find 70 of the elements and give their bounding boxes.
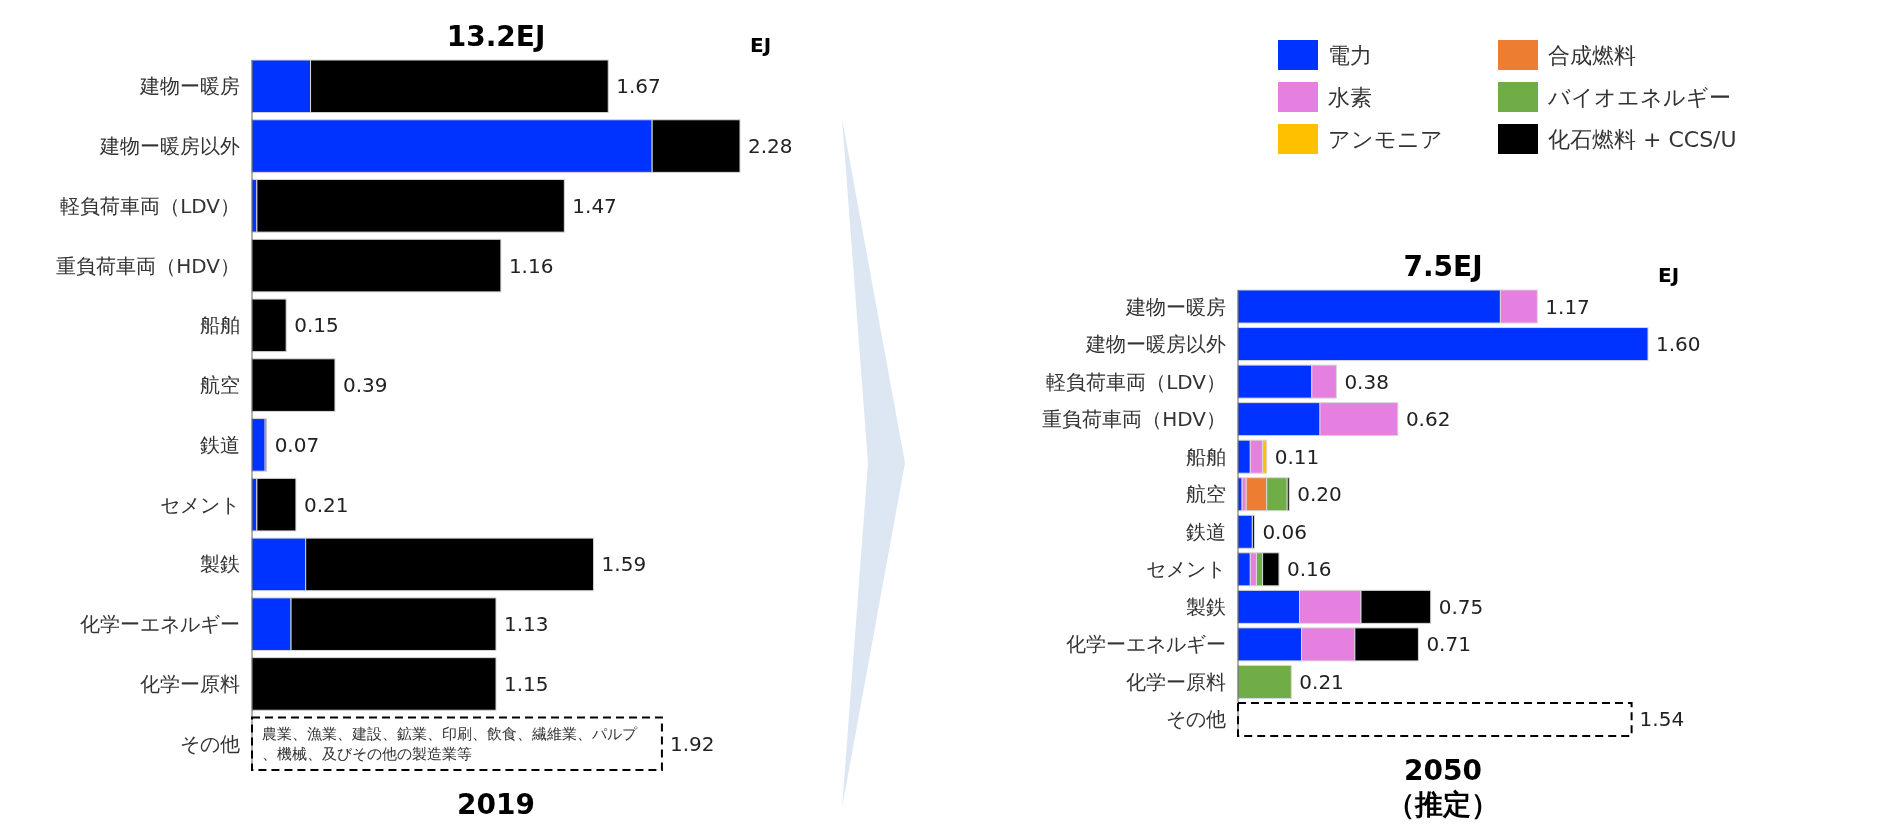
annotation: 0.06 bbox=[1262, 519, 1307, 544]
annotation: 0.75 bbox=[1438, 594, 1484, 619]
y-tick-label: 化学ー原料 bbox=[140, 671, 240, 696]
bar bbox=[251, 238, 502, 293]
legend-label: 水素 bbox=[1328, 85, 1372, 110]
annotation: 1.54 bbox=[1639, 707, 1685, 732]
annotation: 2.28 bbox=[748, 134, 793, 159]
y-tick-label: 船舶 bbox=[1186, 444, 1226, 469]
annotation: 0.21 bbox=[303, 492, 349, 517]
y-tick-label: 軽負荷車両（LDV） bbox=[1046, 369, 1226, 394]
y-tick-label: 鉄道 bbox=[1186, 519, 1226, 544]
annotation: 1.16 bbox=[508, 253, 554, 278]
annotation: 1.47 bbox=[572, 193, 617, 218]
text: EJ bbox=[1658, 263, 1680, 287]
annotation: 1.67 bbox=[616, 74, 661, 99]
annotation: 1.60 bbox=[1656, 332, 1701, 357]
annotation: 1.17 bbox=[1545, 294, 1590, 319]
y-tick-label: 化学ーエネルギー bbox=[1066, 632, 1226, 657]
annotation: 0.39 bbox=[342, 373, 388, 398]
text: EJ bbox=[750, 33, 772, 57]
bar bbox=[251, 298, 287, 353]
annotation: 0.71 bbox=[1426, 632, 1471, 657]
bar bbox=[251, 418, 266, 472]
y-tick-label: 建物ー暖房以外 bbox=[1085, 332, 1226, 357]
y-tick-label: 建物ー暖房 bbox=[139, 74, 240, 99]
y-tick-label: 鉄道 bbox=[200, 432, 240, 457]
bar bbox=[1237, 327, 1649, 362]
annotation: 0.38 bbox=[1344, 369, 1389, 394]
bar bbox=[1237, 701, 1633, 737]
y-tick-label: 重負荷車両（HDV） bbox=[1042, 407, 1226, 432]
y-tick-label: 製鉄 bbox=[200, 552, 240, 577]
y-tick-label: 航空 bbox=[1186, 482, 1226, 507]
y-tick-label: 重負荷車両（HDV） bbox=[56, 253, 240, 278]
legend-label: アンモニア bbox=[1328, 127, 1443, 152]
bar bbox=[251, 657, 497, 711]
y-tick-label: セメント bbox=[1146, 557, 1226, 582]
bar bbox=[1237, 514, 1253, 549]
y-tick-label: 建物ー暖房以外 bbox=[99, 134, 240, 159]
chart-title: 7.5EJ bbox=[1403, 250, 1483, 283]
annotation: 0.62 bbox=[1405, 407, 1451, 432]
annotation: 1.15 bbox=[504, 671, 549, 696]
y-tick-label: セメント bbox=[160, 492, 240, 517]
y-tick-label: 化学ーエネルギー bbox=[80, 612, 240, 637]
annotation: 農業、漁業、建設、鉱業、印刷、飲食、繊維業、パルプ、機械、及びその他の製造業等 bbox=[262, 724, 638, 763]
y-tick-label: 船舶 bbox=[200, 313, 240, 338]
bar bbox=[1237, 664, 1292, 699]
legend-label: 合成燃料 bbox=[1548, 43, 1636, 68]
x-axis-title: 2019 bbox=[457, 788, 535, 821]
annotation: 0.20 bbox=[1297, 482, 1342, 507]
y-tick-label: 製鉄 bbox=[1186, 594, 1226, 619]
y-tick-label: 航空 bbox=[200, 373, 240, 398]
annotation: 0.16 bbox=[1287, 557, 1332, 582]
legend-label: バイオエネルギー bbox=[1547, 85, 1731, 110]
y-tick-label: 建物ー暖房 bbox=[1125, 294, 1226, 319]
legend-label: 電力 bbox=[1328, 43, 1372, 68]
annotation: 1.59 bbox=[601, 552, 647, 577]
annotation: 0.11 bbox=[1274, 444, 1320, 469]
annotation: 0.15 bbox=[294, 313, 339, 338]
annotation: 1.92 bbox=[669, 731, 715, 756]
annotation: 0.21 bbox=[1299, 669, 1344, 694]
y-tick-label: 軽負荷車両（LDV） bbox=[60, 193, 240, 218]
y-tick-label: 化学ー原料 bbox=[1126, 669, 1226, 694]
annotation: 1.13 bbox=[504, 612, 549, 637]
legend-label: 化石燃料 + CCS/U bbox=[1548, 127, 1737, 152]
y-tick-label: その他 bbox=[1166, 707, 1226, 732]
x-axis-title: 2050 （推定） bbox=[1387, 754, 1499, 821]
chart-title: 13.2EJ bbox=[446, 20, 546, 53]
bar bbox=[251, 358, 336, 412]
y-tick-label: その他 bbox=[180, 731, 240, 756]
annotation: 0.07 bbox=[274, 432, 320, 457]
